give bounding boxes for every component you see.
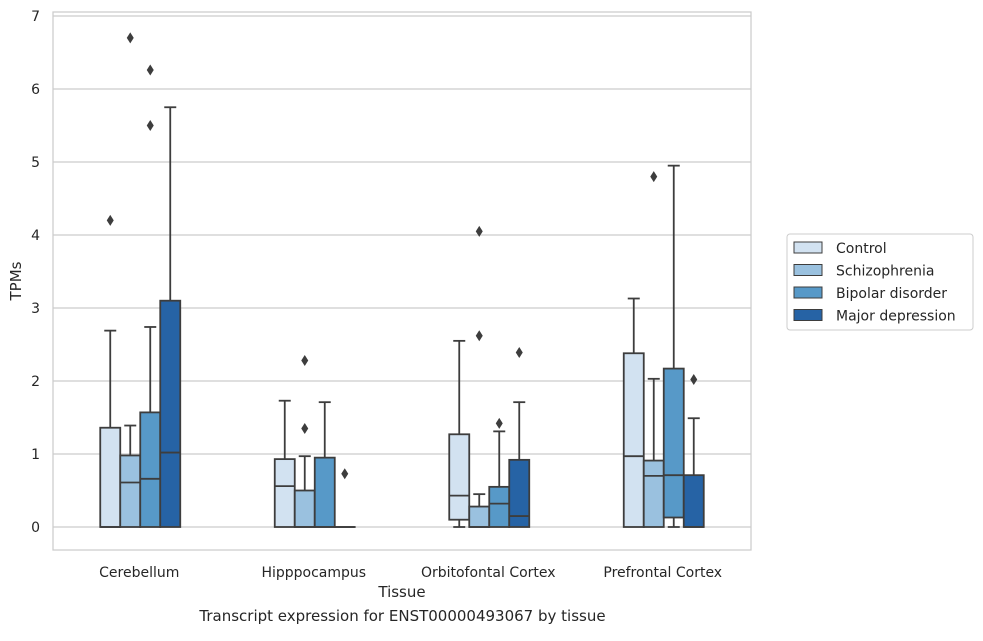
box-control <box>275 401 295 527</box>
box-rect <box>120 455 140 527</box>
box-rect <box>100 428 120 527</box>
outlier-point <box>496 418 503 429</box>
box-rect <box>469 507 489 527</box>
legend-entry: Major depression <box>836 309 956 325</box>
box-rect <box>295 491 315 528</box>
figure-caption: Transcript expression for ENST0000049306… <box>0 607 805 625</box>
outlier-point <box>127 32 134 43</box>
box-control <box>624 299 644 527</box>
y-tick-label: 4 <box>31 228 40 244</box>
box-schizophrenia <box>644 171 664 527</box>
legend: Control Schizophrenia Bipolar disorder Majo… <box>787 234 973 330</box>
box-rect <box>449 434 469 519</box>
legend-entry: Schizophrenia <box>836 264 934 280</box>
box-rect <box>140 412 160 527</box>
x-axis-label: Tissue <box>377 583 425 601</box>
outlier-point <box>147 120 154 131</box>
x-tick-label: Cerebellum <box>99 565 179 581</box>
outlier-point <box>476 330 483 341</box>
box-bipolar-disorder <box>315 402 335 527</box>
y-tick-label: 5 <box>31 155 40 171</box>
outlier-point <box>301 423 308 434</box>
box-rect <box>160 301 180 527</box>
box-bipolar-disorder <box>489 418 509 527</box>
x-tick-label: Hipppocampus <box>261 565 366 581</box>
outlier-point <box>147 65 154 76</box>
box-control <box>100 215 120 527</box>
x-axis-ticks: Cerebellum Hipppocampus Orbitofontal Corte… <box>99 565 722 581</box>
box-rect <box>684 475 704 527</box>
x-tick-label: Orbitofontal Cortex <box>421 565 556 581</box>
box-major-depression <box>509 347 529 527</box>
box-rect <box>624 353 644 527</box>
legend-entry: Control <box>836 241 887 257</box>
outlier-point <box>301 355 308 366</box>
box-major-depression <box>335 468 355 527</box>
y-tick-label: 0 <box>31 520 40 536</box>
box-schizophrenia <box>120 32 140 527</box>
y-tick-label: 6 <box>31 82 40 98</box>
box-bipolar-disorder <box>664 166 684 527</box>
box-major-depression <box>160 107 180 527</box>
y-tick-label: 1 <box>31 447 40 463</box>
outlier-point <box>341 468 348 479</box>
legend-swatch <box>794 242 822 253</box>
legend-entry: Bipolar disorder <box>836 286 947 302</box>
outlier-point <box>650 171 657 182</box>
box-rect <box>275 459 295 527</box>
box-schizophrenia <box>469 226 489 527</box>
outlier-point <box>690 374 697 385</box>
y-axis-label: TPMs <box>7 261 25 301</box>
legend-swatch <box>794 310 822 321</box>
box-major-depression <box>684 374 704 527</box>
y-axis-ticks: 0 1 2 3 4 5 6 7 <box>31 9 40 536</box>
box-rect <box>644 461 664 527</box>
box-rect <box>489 487 509 527</box>
box-control <box>449 341 469 527</box>
box-rect <box>315 458 335 527</box>
y-tick-label: 2 <box>31 374 40 390</box>
box-bipolar-disorder <box>140 65 160 527</box>
box-rect <box>664 369 684 518</box>
x-tick-label: Prefrontal Cortex <box>603 565 722 581</box>
legend-swatch <box>794 265 822 276</box>
plot-boxes <box>100 32 704 527</box>
outlier-point <box>107 215 114 226</box>
outlier-point <box>516 347 523 358</box>
y-tick-label: 7 <box>31 9 40 25</box>
y-tick-label: 3 <box>31 301 40 317</box>
legend-swatch <box>794 287 822 298</box>
